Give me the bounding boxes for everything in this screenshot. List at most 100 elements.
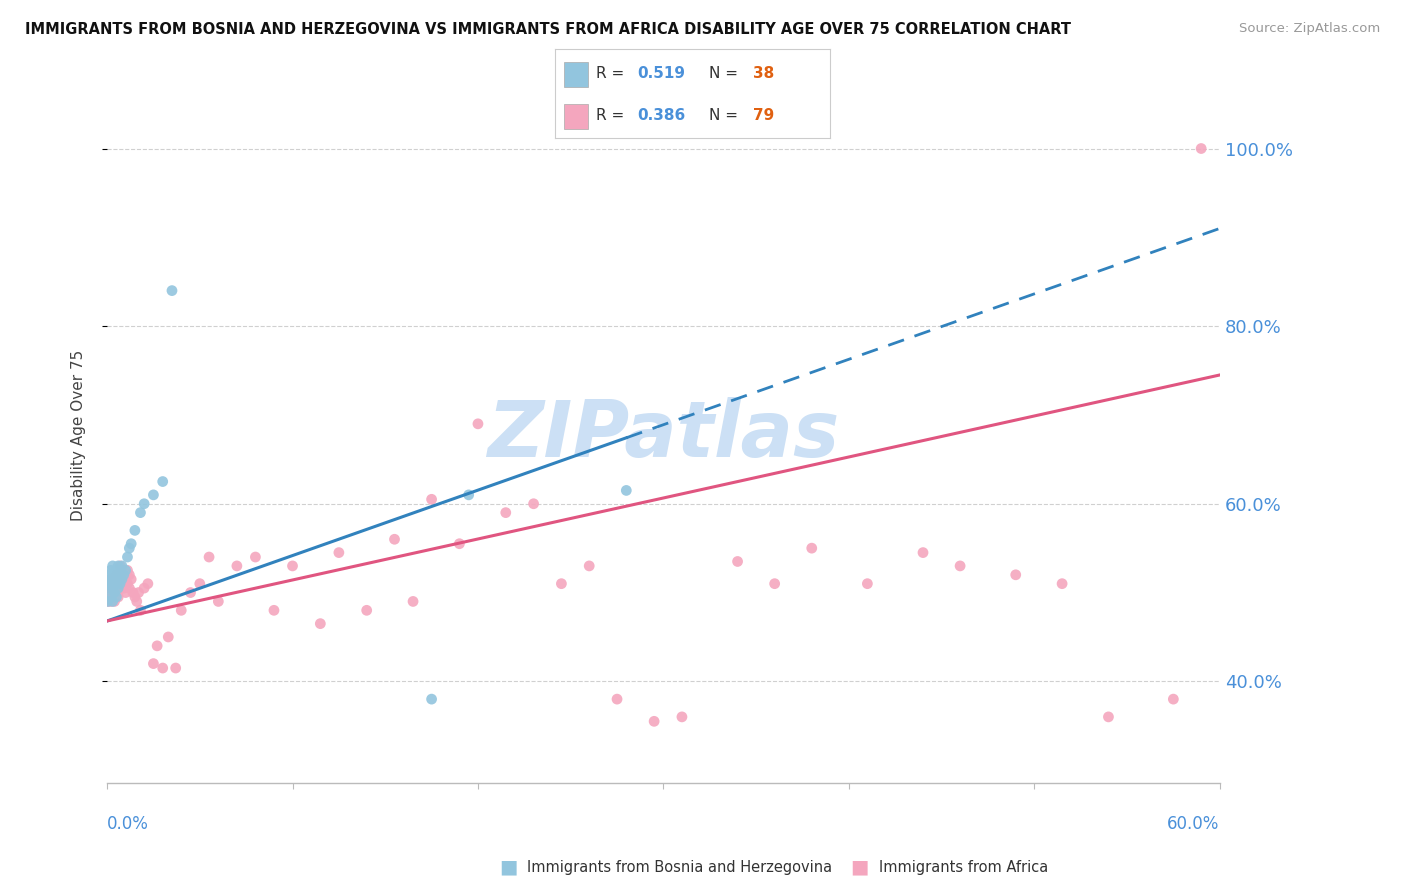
Point bbox=[112, 567, 135, 582]
Point bbox=[101, 581, 124, 595]
Point bbox=[107, 572, 129, 586]
Point bbox=[207, 594, 229, 608]
Point bbox=[111, 563, 134, 577]
Point bbox=[101, 558, 124, 573]
Point bbox=[97, 567, 120, 582]
Point bbox=[225, 558, 247, 573]
Point bbox=[107, 590, 129, 604]
Point bbox=[134, 581, 156, 595]
Point bbox=[356, 603, 378, 617]
Point bbox=[108, 558, 131, 573]
Point bbox=[124, 590, 146, 604]
Point bbox=[152, 661, 174, 675]
Point bbox=[1004, 567, 1026, 582]
Point bbox=[103, 594, 125, 608]
Point bbox=[142, 657, 165, 671]
Point bbox=[523, 497, 546, 511]
Point bbox=[101, 590, 124, 604]
Point bbox=[856, 576, 879, 591]
Point bbox=[152, 475, 174, 489]
Point bbox=[1163, 692, 1185, 706]
Point bbox=[107, 558, 129, 573]
Point bbox=[122, 585, 145, 599]
Point bbox=[281, 558, 304, 573]
Point bbox=[420, 492, 443, 507]
Text: R =: R = bbox=[596, 108, 630, 122]
Point bbox=[117, 576, 139, 591]
Point bbox=[103, 572, 125, 586]
Point bbox=[671, 710, 693, 724]
Point bbox=[763, 576, 786, 591]
Point bbox=[614, 483, 637, 498]
Text: 0.519: 0.519 bbox=[638, 66, 686, 80]
FancyBboxPatch shape bbox=[564, 104, 588, 129]
Y-axis label: Disability Age Over 75: Disability Age Over 75 bbox=[72, 350, 86, 521]
Point bbox=[125, 594, 148, 608]
Point bbox=[188, 576, 211, 591]
Text: IMMIGRANTS FROM BOSNIA AND HERZEGOVINA VS IMMIGRANTS FROM AFRICA DISABILITY AGE : IMMIGRANTS FROM BOSNIA AND HERZEGOVINA V… bbox=[25, 22, 1071, 37]
Text: Source: ZipAtlas.com: Source: ZipAtlas.com bbox=[1240, 22, 1381, 36]
Point bbox=[97, 581, 120, 595]
Point bbox=[105, 585, 128, 599]
Point bbox=[727, 554, 749, 568]
Point bbox=[467, 417, 489, 431]
Point bbox=[105, 567, 128, 582]
Point bbox=[100, 590, 122, 604]
Point bbox=[111, 581, 134, 595]
FancyBboxPatch shape bbox=[564, 62, 588, 87]
Point bbox=[111, 572, 134, 586]
Text: 0.0%: 0.0% bbox=[107, 815, 149, 833]
Point bbox=[170, 603, 193, 617]
Point bbox=[97, 594, 120, 608]
Point bbox=[384, 533, 406, 547]
Text: N =: N = bbox=[709, 66, 742, 80]
Point bbox=[118, 567, 141, 582]
Point bbox=[103, 576, 125, 591]
Point bbox=[100, 572, 122, 586]
Point bbox=[114, 585, 136, 599]
Point bbox=[245, 549, 267, 564]
Point bbox=[146, 639, 169, 653]
Text: 38: 38 bbox=[752, 66, 775, 80]
Point bbox=[101, 581, 124, 595]
Point bbox=[108, 572, 131, 586]
Point bbox=[103, 585, 125, 599]
Point bbox=[101, 572, 124, 586]
Point bbox=[105, 590, 128, 604]
Point bbox=[108, 576, 131, 591]
Text: 79: 79 bbox=[752, 108, 775, 122]
Point bbox=[142, 488, 165, 502]
Point bbox=[107, 576, 129, 591]
Point bbox=[100, 563, 122, 577]
Point bbox=[101, 572, 124, 586]
Point bbox=[449, 537, 471, 551]
Point bbox=[120, 572, 142, 586]
Point bbox=[118, 541, 141, 556]
Point bbox=[108, 563, 131, 577]
Text: N =: N = bbox=[709, 108, 742, 122]
Text: R =: R = bbox=[596, 66, 630, 80]
Point bbox=[103, 585, 125, 599]
Point bbox=[124, 524, 146, 538]
Point bbox=[606, 692, 628, 706]
Point bbox=[100, 572, 122, 586]
Point bbox=[101, 594, 124, 608]
Point bbox=[643, 714, 665, 729]
Point bbox=[402, 594, 425, 608]
Point bbox=[134, 497, 156, 511]
Point bbox=[495, 506, 517, 520]
Point bbox=[328, 546, 350, 560]
Point bbox=[157, 630, 180, 644]
Point bbox=[128, 585, 150, 599]
Point bbox=[118, 581, 141, 595]
Point bbox=[420, 692, 443, 706]
Point bbox=[136, 576, 159, 591]
Point bbox=[457, 488, 479, 502]
Point bbox=[111, 558, 134, 573]
Point bbox=[550, 576, 572, 591]
Point bbox=[1050, 576, 1073, 591]
Text: ■: ■ bbox=[499, 857, 517, 877]
Point bbox=[114, 563, 136, 577]
Point bbox=[117, 563, 139, 577]
Point bbox=[129, 506, 152, 520]
